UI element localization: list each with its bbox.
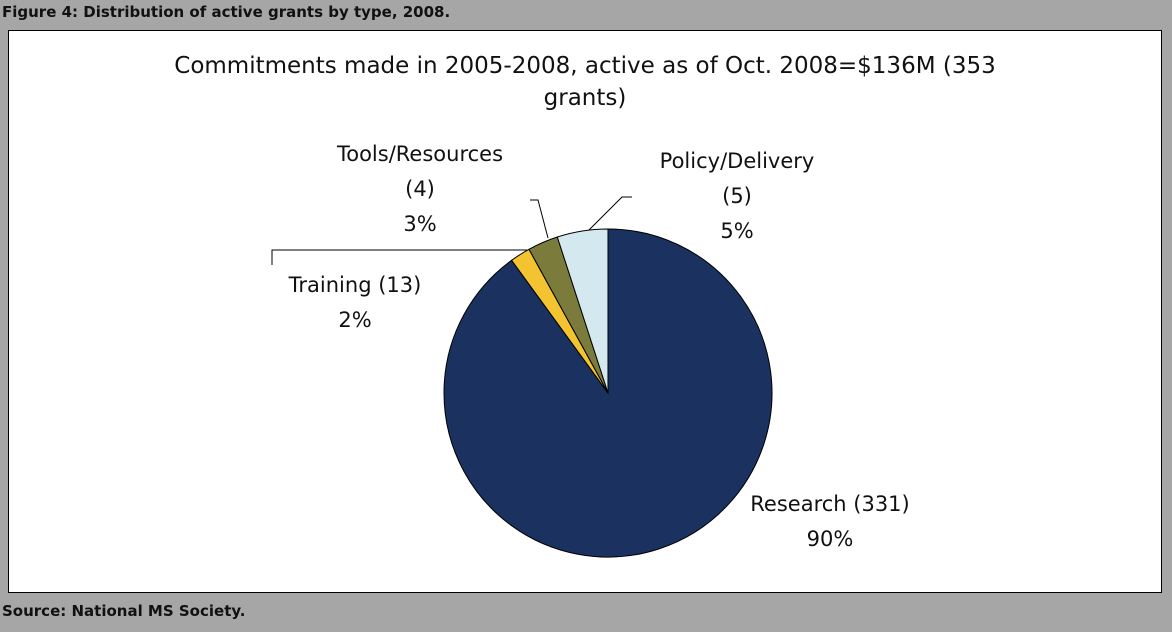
leader-line <box>586 196 632 233</box>
chart-title: Commitments made in 2005-2008, active as… <box>174 53 996 111</box>
slice-label: Research (331) 90% <box>700 487 960 557</box>
value-label: 5% <box>720 219 754 243</box>
value-label: 3% <box>403 212 437 236</box>
slice-label: Policy/Delivery (5) 5% <box>642 144 832 249</box>
source-note: Source: National MS Society. <box>2 602 246 620</box>
slice-label: Training (13) 2% <box>245 268 465 338</box>
leader-line <box>271 249 527 265</box>
category-label: Training (13) <box>288 273 422 297</box>
value-label: 2% <box>338 308 372 332</box>
slice-label: Tools/Resources (4) 3% <box>325 137 515 242</box>
category-label: Tools/Resources (4) <box>336 142 504 201</box>
pie-slice <box>556 228 609 394</box>
value-label: 90% <box>806 527 854 551</box>
leader-line <box>530 199 549 239</box>
category-label: Policy/Delivery (5) <box>659 149 815 208</box>
category-label: Research (331) <box>750 492 910 516</box>
figure-title: Figure 4: Distribution of active grants … <box>2 3 451 21</box>
